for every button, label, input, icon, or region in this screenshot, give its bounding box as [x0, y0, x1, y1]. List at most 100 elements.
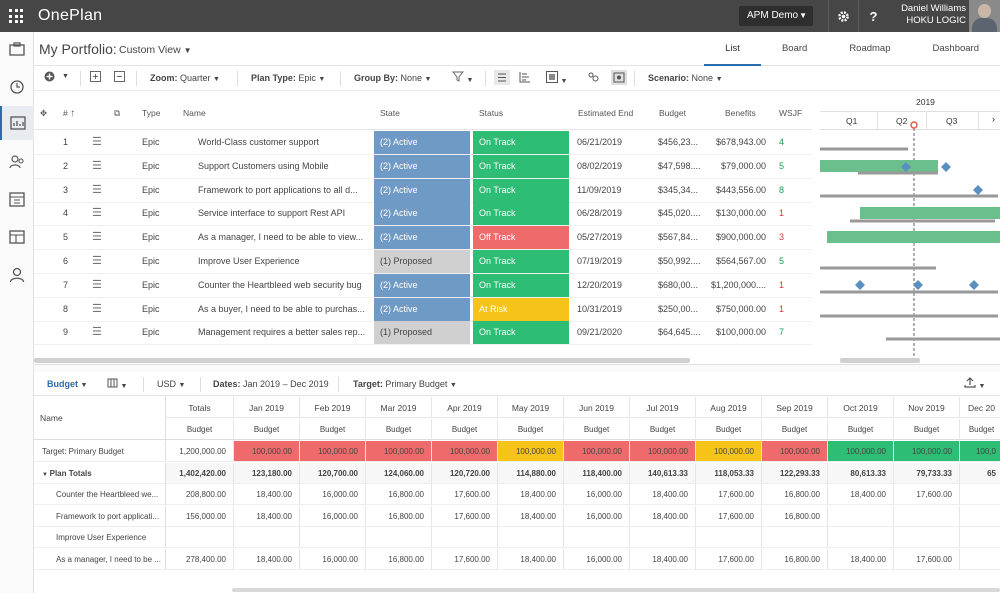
budget-cell[interactable]: 118,400.00: [564, 462, 630, 484]
budget-cell[interactable]: 100,000.00: [432, 441, 498, 462]
add-icon[interactable]: [44, 71, 55, 84]
budget-cell[interactable]: [960, 484, 1000, 506]
budget-cell[interactable]: 18,400.00: [234, 549, 300, 570]
budget-cell[interactable]: [894, 505, 960, 527]
row-menu-icon[interactable]: ☰: [92, 255, 102, 267]
row-menu-icon[interactable]: ☰: [92, 231, 102, 244]
budget-cell[interactable]: 16,000.00: [564, 484, 630, 506]
budget-row-name[interactable]: Target: Primary Budget: [34, 441, 166, 462]
budget-cell[interactable]: 65: [960, 462, 1000, 484]
budget-cell[interactable]: 100,000.00: [828, 441, 894, 462]
table-row[interactable]: 6 ☰ Epic Improve User Experience (1) Pro…: [34, 250, 812, 274]
budget-cell[interactable]: 18,400.00: [828, 549, 894, 570]
collapse-caret-icon[interactable]: ▼: [42, 471, 50, 478]
budget-cell[interactable]: 100,000.00: [498, 441, 564, 462]
budget-cell[interactable]: 79,733.33: [894, 462, 960, 484]
budget-cell[interactable]: 100,000.00: [366, 441, 432, 462]
budget-cell[interactable]: [696, 527, 762, 549]
budget-cell[interactable]: [960, 549, 1000, 570]
table-row[interactable]: 5 ☰ Epic As a manager, I need to be able…: [34, 226, 812, 251]
col-name-header[interactable]: Name: [183, 108, 206, 118]
row-menu-icon[interactable]: ☰: [92, 207, 102, 220]
budget-cell[interactable]: 16,000.00: [564, 549, 630, 570]
budget-cell[interactable]: [166, 527, 234, 549]
table-row[interactable]: 1 ☰ Epic World-Class customer support (2…: [34, 131, 812, 155]
filter-icon[interactable]: ▼: [451, 71, 473, 84]
row-status[interactable]: At Risk: [473, 297, 569, 321]
budget-cell[interactable]: 100,000.00: [300, 441, 366, 462]
budget-cell[interactable]: 80,613.33: [828, 462, 894, 484]
image-icon[interactable]: [611, 70, 627, 85]
table-row[interactable]: 4 ☰ Epic Service interface to support Re…: [34, 202, 812, 227]
col-num-header[interactable]: # ↑: [63, 108, 75, 119]
budget-cell[interactable]: 1,200,000.00: [166, 441, 234, 462]
row-menu-icon[interactable]: ☰: [92, 278, 102, 291]
plan-type-selector[interactable]: Plan Type: Epic ▼: [251, 73, 325, 83]
boards-icon[interactable]: [0, 220, 34, 254]
budget-cell[interactable]: 16,000.00: [300, 505, 366, 527]
row-status[interactable]: On Track: [473, 321, 569, 345]
avatar[interactable]: [969, 0, 1000, 32]
gantt-view-icon[interactable]: [519, 71, 531, 85]
row-state[interactable]: (2) Active: [374, 273, 470, 297]
row-menu-icon[interactable]: ☰: [92, 183, 102, 196]
budget-cell[interactable]: 17,600.00: [432, 549, 498, 570]
col-state-header[interactable]: State: [380, 108, 400, 118]
budget-cell[interactable]: 16,800.00: [762, 505, 828, 527]
budget-cell[interactable]: [960, 506, 1000, 527]
budget-cell[interactable]: [960, 527, 1000, 549]
app-launcher-icon[interactable]: [9, 9, 23, 23]
budget-cell[interactable]: 17,600.00: [696, 484, 762, 506]
row-status[interactable]: On Track: [473, 178, 569, 202]
calendar-icon[interactable]: [0, 182, 34, 216]
budget-cell[interactable]: 123,180.00: [234, 462, 300, 484]
row-status[interactable]: On Track: [473, 202, 569, 226]
budget-cell[interactable]: 120,720.00: [432, 462, 498, 484]
budget-cell[interactable]: 118,053.33: [696, 462, 762, 484]
row-status[interactable]: On Track: [473, 273, 569, 297]
budget-cell[interactable]: 17,600.00: [696, 549, 762, 570]
budget-cell[interactable]: 16,800.00: [366, 484, 432, 506]
row-name[interactable]: Counter the Heartbleed web security bug: [198, 279, 362, 290]
col-benefits-header[interactable]: Benefits: [725, 108, 756, 118]
chevron-down-icon[interactable]: ▼: [62, 73, 69, 80]
profile-icon[interactable]: [0, 258, 34, 292]
budget-row-name[interactable]: Improve User Experience: [34, 527, 166, 549]
panel-divider[interactable]: [34, 364, 1000, 372]
budget-cell[interactable]: 278,400.00: [166, 549, 234, 570]
row-name[interactable]: Improve User Experience: [198, 256, 300, 266]
budget-cell[interactable]: 17,600.00: [432, 484, 498, 506]
table-row[interactable]: 7 ☰ Epic Counter the Heartbleed web secu…: [34, 273, 812, 298]
budget-cell[interactable]: 17,600.00: [894, 484, 960, 506]
gantt-scrollbar[interactable]: [840, 358, 920, 363]
grid-scrollbar[interactable]: [34, 358, 690, 363]
budget-cell[interactable]: 18,400.00: [234, 484, 300, 506]
move-icon[interactable]: ✥: [40, 108, 48, 118]
row-name[interactable]: World-Class customer support: [198, 137, 319, 147]
row-state[interactable]: (2) Active: [374, 131, 470, 154]
row-status[interactable]: On Track: [473, 250, 569, 273]
budget-cell[interactable]: 17,600.00: [432, 505, 498, 527]
budget-cell[interactable]: 18,400.00: [498, 484, 564, 506]
budget-cell[interactable]: [498, 527, 564, 549]
zoom-selector[interactable]: Zoom: Quarter ▼: [150, 73, 220, 83]
timesheet-icon[interactable]: [0, 69, 34, 103]
budget-cell[interactable]: 18,400.00: [828, 484, 894, 506]
tab-roadmap[interactable]: Roadmap: [849, 43, 891, 54]
row-name[interactable]: As a buyer, I need to be able to purchas…: [198, 303, 365, 314]
budget-scrollbar[interactable]: [232, 588, 1000, 592]
budget-cell[interactable]: 18,400.00: [630, 484, 696, 506]
budget-cell[interactable]: [894, 527, 960, 549]
budget-cell[interactable]: 18,400.00: [498, 549, 564, 570]
col-budget-header[interactable]: Budget: [659, 108, 686, 118]
row-name[interactable]: Management requires a better sales rep..…: [198, 327, 366, 338]
row-name[interactable]: Service interface to support Rest API: [198, 208, 346, 219]
col-wsjf-header[interactable]: WSJF: [779, 108, 803, 118]
budget-cell[interactable]: 156,000.00: [166, 505, 234, 527]
row-status[interactable]: On Track: [473, 154, 569, 178]
budget-cell[interactable]: 16,800.00: [762, 484, 828, 506]
budget-row-name[interactable]: Framework to port applicati...: [34, 505, 166, 527]
budget-cell[interactable]: 16,800.00: [762, 549, 828, 570]
col-end-header[interactable]: Estimated End: [578, 108, 634, 118]
row-menu-icon[interactable]: ☰: [92, 302, 102, 315]
